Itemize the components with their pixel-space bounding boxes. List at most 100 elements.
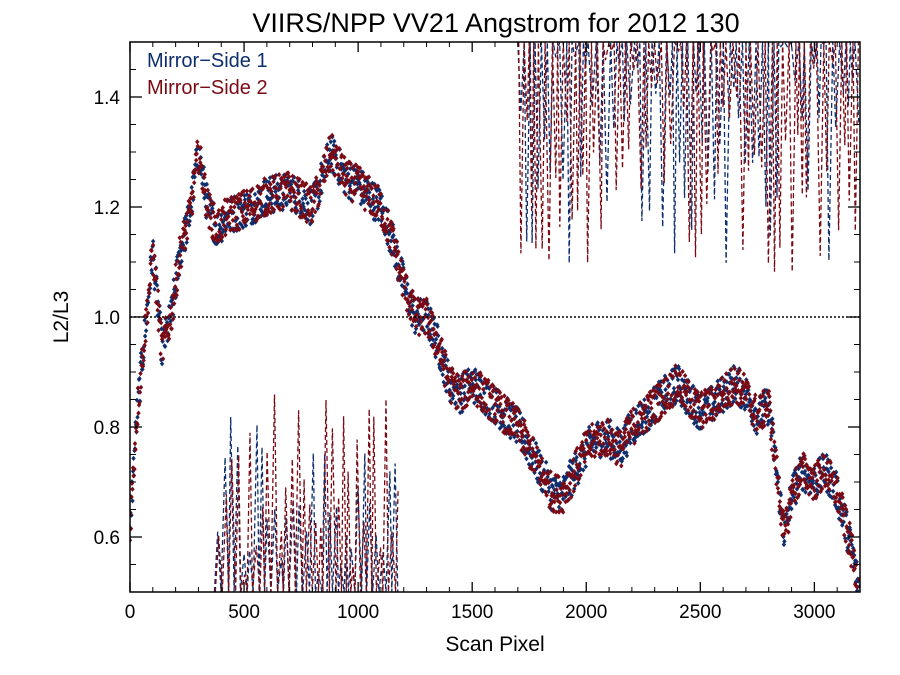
- data-point: [453, 375, 458, 381]
- data-point: [715, 405, 720, 412]
- data-point: [442, 357, 447, 363]
- data-point: [452, 377, 457, 383]
- data-point: [705, 395, 710, 401]
- data-point: [573, 448, 578, 454]
- data-point: [424, 323, 430, 330]
- data-point: [614, 461, 619, 467]
- data-point: [677, 372, 683, 378]
- data-point: [316, 194, 321, 200]
- data-point: [428, 334, 434, 340]
- data-point: [384, 229, 389, 235]
- data-point: [474, 382, 479, 388]
- data-point: [443, 348, 448, 354]
- data-point: [211, 209, 216, 215]
- data-point: [724, 379, 729, 385]
- data-point: [199, 164, 204, 170]
- data-point: [391, 232, 396, 239]
- data-point: [731, 363, 736, 370]
- data-point: [770, 427, 775, 433]
- data-point: [714, 411, 719, 417]
- data-point: [371, 193, 376, 199]
- series-points-2: [130, 132, 860, 590]
- data-point: [145, 300, 151, 306]
- data-point: [849, 563, 854, 569]
- data-point: [616, 433, 621, 439]
- data-point: [852, 560, 857, 567]
- data-point: [308, 195, 313, 201]
- data-point: [675, 377, 681, 383]
- data-point: [854, 559, 859, 565]
- data-point: [172, 286, 177, 292]
- data-point: [206, 212, 211, 218]
- data-point: [836, 509, 842, 515]
- data-point: [750, 400, 755, 406]
- data-point: [357, 165, 363, 171]
- data-point: [362, 207, 368, 213]
- data-point: [851, 567, 856, 573]
- data-point: [190, 211, 195, 217]
- data-point: [353, 180, 358, 186]
- data-point: [476, 384, 481, 390]
- data-point: [823, 472, 828, 478]
- data-point: [176, 258, 181, 264]
- data-point: [493, 386, 499, 392]
- data-point: [130, 498, 135, 504]
- data-point: [432, 321, 437, 327]
- data-point: [288, 198, 293, 204]
- data-point: [622, 434, 627, 440]
- data-point: [604, 428, 609, 435]
- data-point: [624, 415, 630, 421]
- data-point: [822, 454, 827, 460]
- data-point: [437, 347, 442, 353]
- data-point: [208, 197, 213, 203]
- data-point: [367, 181, 373, 188]
- data-point: [234, 222, 240, 228]
- data-point: [765, 421, 771, 427]
- data-point: [474, 396, 479, 402]
- x-tick-label: 1000: [337, 602, 379, 623]
- data-point: [742, 406, 747, 412]
- data-point: [189, 184, 194, 191]
- data-point: [582, 456, 587, 462]
- data-point: [612, 452, 617, 458]
- data-point: [144, 302, 150, 308]
- data-point: [240, 213, 246, 219]
- data-point: [375, 183, 381, 189]
- data-point: [209, 201, 214, 207]
- data-point: [517, 418, 523, 424]
- data-point: [439, 336, 444, 342]
- data-point: [712, 416, 717, 423]
- data-point: [699, 390, 704, 396]
- data-point: [584, 437, 589, 443]
- data-point: [592, 453, 597, 460]
- data-point: [498, 401, 503, 407]
- data-point: [328, 163, 333, 169]
- data-point: [614, 450, 619, 457]
- data-point: [811, 471, 817, 477]
- data-point: [733, 396, 738, 402]
- data-point: [671, 385, 677, 391]
- data-point: [162, 334, 168, 340]
- data-point: [791, 494, 797, 500]
- data-point: [460, 405, 465, 411]
- data-point: [737, 367, 742, 373]
- data-point: [442, 383, 447, 389]
- data-point: [718, 390, 723, 396]
- data-point: [741, 400, 746, 406]
- data-point: [536, 448, 542, 454]
- data-point: [396, 249, 401, 255]
- data-point: [164, 331, 170, 337]
- data-point: [566, 497, 571, 503]
- data-point: [528, 438, 533, 444]
- data-point: [726, 397, 731, 403]
- data-point: [389, 219, 394, 225]
- data-point: [679, 395, 685, 401]
- data-point: [181, 219, 186, 225]
- data-point: [670, 403, 675, 409]
- data-point: [273, 185, 279, 192]
- data-point: [415, 296, 421, 302]
- data-point: [461, 377, 466, 383]
- data-point: [817, 465, 823, 471]
- data-point: [348, 161, 353, 167]
- data-point: [466, 374, 471, 380]
